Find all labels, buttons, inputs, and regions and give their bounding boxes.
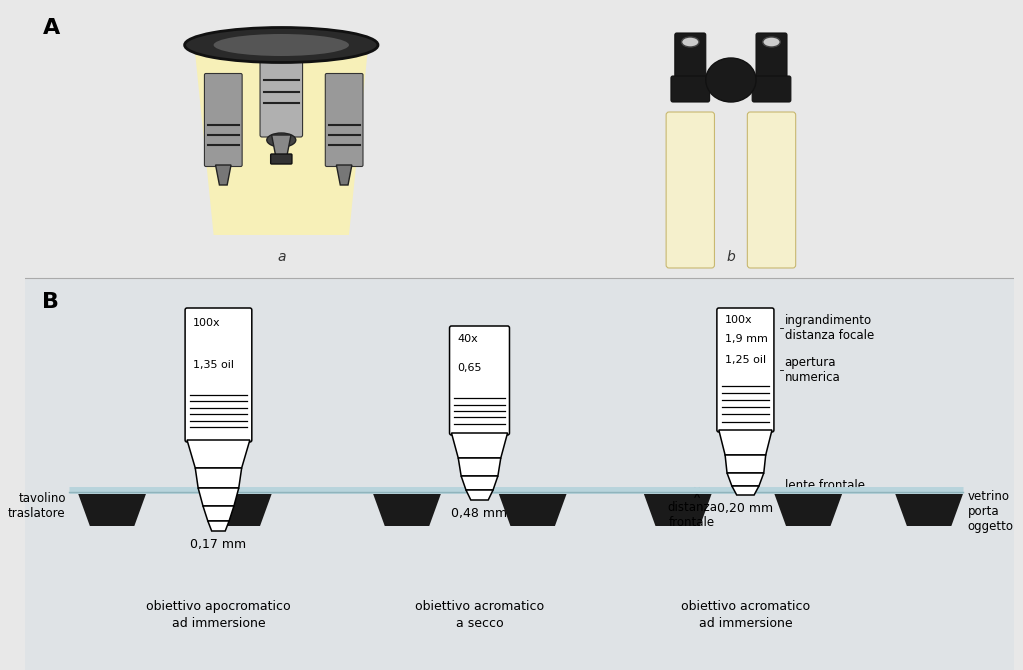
Text: 1,9 mm: 1,9 mm bbox=[724, 334, 767, 344]
FancyBboxPatch shape bbox=[756, 33, 787, 92]
Ellipse shape bbox=[763, 37, 781, 47]
Text: 40x: 40x bbox=[457, 334, 478, 344]
Polygon shape bbox=[216, 165, 231, 185]
Ellipse shape bbox=[681, 37, 699, 47]
Polygon shape bbox=[643, 494, 712, 526]
Text: b: b bbox=[726, 250, 736, 264]
Polygon shape bbox=[194, 45, 368, 235]
Text: 0,65: 0,65 bbox=[457, 363, 482, 373]
Polygon shape bbox=[204, 494, 272, 526]
Text: 0,48 mm: 0,48 mm bbox=[451, 507, 507, 520]
Polygon shape bbox=[774, 494, 842, 526]
Text: a: a bbox=[277, 250, 285, 264]
Text: ad immersione: ad immersione bbox=[699, 617, 792, 630]
Polygon shape bbox=[451, 433, 507, 458]
Polygon shape bbox=[461, 476, 498, 490]
FancyBboxPatch shape bbox=[449, 326, 509, 435]
Text: apertura
numerica: apertura numerica bbox=[785, 356, 840, 384]
Bar bbox=[26, 278, 1014, 670]
Polygon shape bbox=[727, 473, 764, 486]
FancyBboxPatch shape bbox=[752, 76, 791, 102]
Polygon shape bbox=[719, 430, 772, 455]
FancyBboxPatch shape bbox=[675, 33, 706, 92]
FancyBboxPatch shape bbox=[666, 112, 714, 268]
Polygon shape bbox=[208, 521, 229, 531]
Polygon shape bbox=[458, 458, 501, 476]
Text: 0,20 mm: 0,20 mm bbox=[717, 502, 773, 515]
Polygon shape bbox=[373, 494, 441, 526]
Text: tavolino
traslatore: tavolino traslatore bbox=[8, 492, 65, 520]
Text: ingrandimento
distanza focale: ingrandimento distanza focale bbox=[785, 314, 874, 342]
Text: obiettivo acromatico: obiettivo acromatico bbox=[415, 600, 544, 613]
Text: obiettivo apocromatico: obiettivo apocromatico bbox=[146, 600, 291, 613]
FancyBboxPatch shape bbox=[205, 74, 242, 167]
Ellipse shape bbox=[214, 34, 349, 56]
Polygon shape bbox=[272, 135, 291, 160]
Text: a secco: a secco bbox=[455, 617, 503, 630]
FancyBboxPatch shape bbox=[717, 308, 774, 432]
Text: A: A bbox=[43, 18, 59, 38]
Polygon shape bbox=[198, 488, 238, 506]
Ellipse shape bbox=[184, 27, 377, 62]
Text: lente frontale: lente frontale bbox=[785, 478, 864, 492]
Polygon shape bbox=[78, 494, 146, 526]
Polygon shape bbox=[731, 486, 759, 495]
Polygon shape bbox=[337, 165, 352, 185]
Text: 100x: 100x bbox=[192, 318, 220, 328]
Ellipse shape bbox=[706, 58, 756, 102]
Polygon shape bbox=[499, 494, 567, 526]
Text: ad immersione: ad immersione bbox=[172, 617, 265, 630]
FancyBboxPatch shape bbox=[185, 308, 252, 442]
FancyBboxPatch shape bbox=[260, 33, 303, 137]
Text: 100x: 100x bbox=[724, 315, 752, 324]
Text: obiettivo acromatico: obiettivo acromatico bbox=[681, 600, 810, 613]
FancyBboxPatch shape bbox=[271, 154, 292, 164]
Polygon shape bbox=[725, 455, 765, 473]
Text: distanza
frontale: distanza frontale bbox=[667, 501, 717, 529]
FancyBboxPatch shape bbox=[748, 112, 796, 268]
Text: vetrino
porta
oggetto: vetrino porta oggetto bbox=[968, 490, 1014, 533]
Text: 1,35 oil: 1,35 oil bbox=[192, 360, 234, 370]
Polygon shape bbox=[895, 494, 963, 526]
Text: 0,17 mm: 0,17 mm bbox=[190, 538, 247, 551]
Text: 1,25 oil: 1,25 oil bbox=[724, 355, 766, 365]
FancyBboxPatch shape bbox=[325, 74, 363, 167]
Text: B: B bbox=[43, 292, 59, 312]
Polygon shape bbox=[195, 468, 241, 488]
Polygon shape bbox=[203, 506, 234, 521]
Polygon shape bbox=[465, 490, 493, 500]
FancyBboxPatch shape bbox=[671, 76, 710, 102]
Polygon shape bbox=[187, 440, 250, 468]
Ellipse shape bbox=[267, 133, 296, 147]
